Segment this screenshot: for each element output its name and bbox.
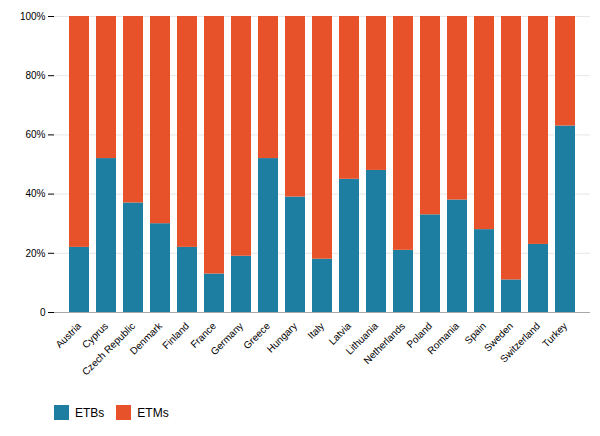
html-text:ETMs: ETMs [137, 405, 169, 420]
svg-text:Cyprus: Cyprus [80, 320, 111, 351]
svg-text:Switzerland: Switzerland [498, 320, 542, 364]
svg-text:Austria: Austria [53, 320, 83, 350]
svg-text:Italy: Italy [305, 320, 326, 341]
svg-text:Germany: Germany [208, 320, 245, 357]
svg-text:France: France [188, 320, 219, 350]
svg-text:0: 0 [40, 307, 46, 318]
svg-text:80%: 80% [25, 70, 45, 81]
svg-text:Romania: Romania [425, 320, 461, 356]
svg-text:Turkey: Turkey [540, 320, 569, 349]
svg-text:Greece: Greece [241, 320, 273, 352]
svg-text:Poland: Poland [404, 320, 435, 350]
html-text:ETBs: ETBs [75, 405, 105, 420]
svg-text:60%: 60% [25, 129, 45, 140]
svg-text:Spain: Spain [462, 320, 489, 347]
svg-text:Sweden: Sweden [481, 320, 516, 354]
svg-text:Netherlands: Netherlands [361, 320, 407, 366]
svg-text:40%: 40% [25, 188, 45, 199]
svg-text:Denmark: Denmark [128, 320, 165, 357]
svg-text:Czech Republic: Czech Republic [79, 320, 138, 378]
svg-text:Finland: Finland [160, 320, 191, 351]
svg-text:100%: 100% [20, 11, 46, 22]
svg-text:Hungary: Hungary [265, 320, 300, 355]
svg-text:Lithuania: Lithuania [343, 320, 381, 357]
svg-text:20%: 20% [25, 248, 45, 259]
svg-text:Latvia: Latvia [326, 320, 354, 347]
